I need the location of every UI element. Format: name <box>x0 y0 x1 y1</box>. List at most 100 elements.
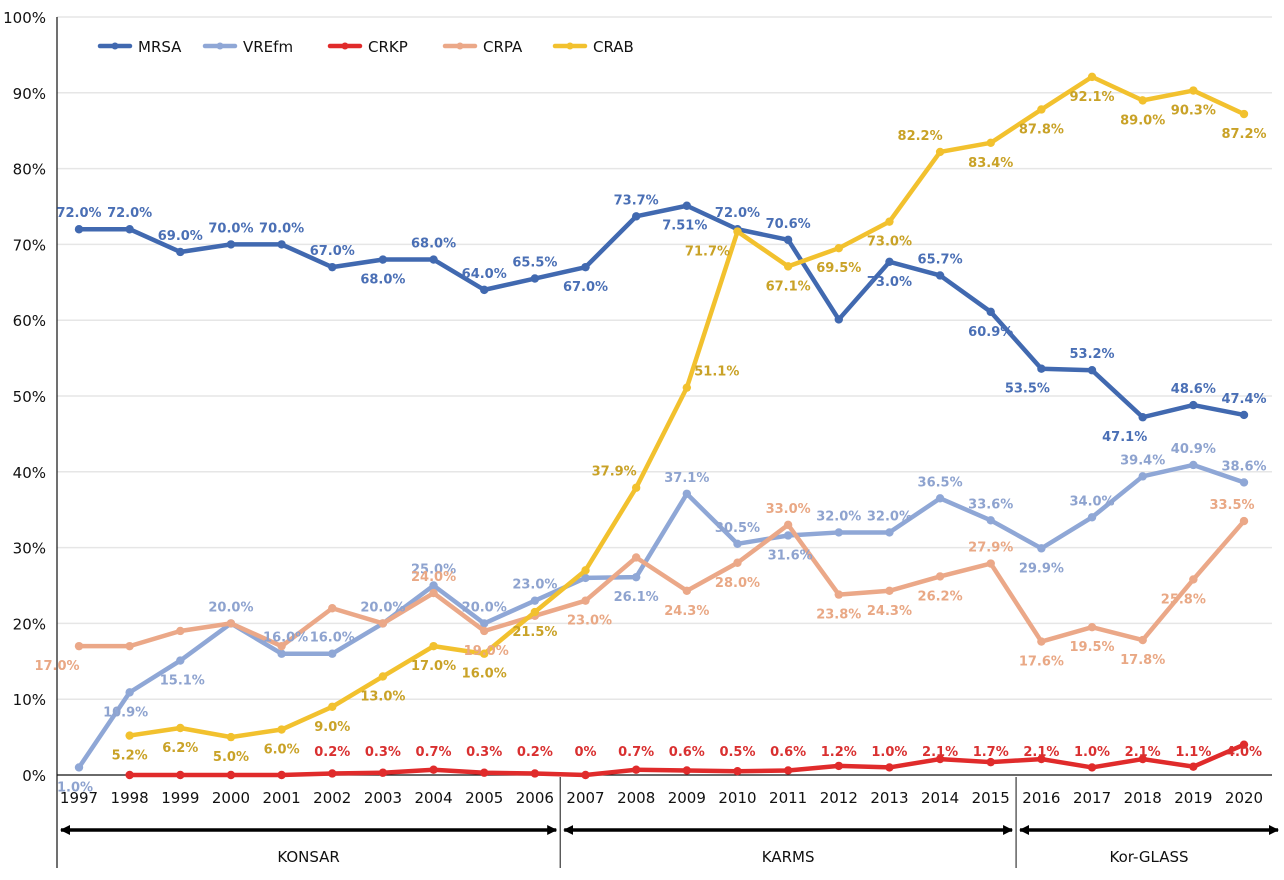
data-label: 10.9% <box>103 705 148 720</box>
vrefm-point <box>1239 478 1249 487</box>
x-tick-label: 2014 <box>921 789 959 807</box>
surveillance-periods: KONSAR KARMS Kor-GLASS <box>60 777 1279 868</box>
data-label: 4.0% <box>1226 745 1262 760</box>
data-label: 24.3% <box>867 604 912 619</box>
data-label: 24.0% <box>411 570 456 585</box>
crpa-point <box>176 626 185 636</box>
period-label: Kor-GLASS <box>1109 848 1188 866</box>
crpa-point <box>682 586 692 596</box>
crkp-point <box>378 768 388 777</box>
series-crkp <box>125 740 1249 780</box>
crkp-point <box>1189 762 1198 771</box>
data-label: 40.9% <box>1171 442 1216 457</box>
data-label: 82.2% <box>898 129 943 144</box>
crab-point <box>1037 105 1046 114</box>
data-label: 16.0% <box>462 667 507 682</box>
data-label: 7.51% <box>662 219 707 234</box>
data-label: 38.6% <box>1221 459 1266 474</box>
legend-marker <box>216 42 224 50</box>
data-label: 65.5% <box>512 256 557 271</box>
mrsa-point <box>530 274 540 283</box>
data-label: 23.0% <box>512 578 557 593</box>
data-label: 53.2% <box>1069 347 1114 362</box>
crkp-point <box>176 770 185 780</box>
crkp-point <box>834 761 843 771</box>
data-label: 48.6% <box>1171 382 1216 397</box>
data-label: 0.3% <box>365 745 401 760</box>
vrefm-point <box>935 494 945 503</box>
legend-label: CRPA <box>483 38 523 56</box>
crpa-line <box>76 518 1247 649</box>
data-label: 5.2% <box>112 749 148 764</box>
crpa-point <box>1087 622 1097 632</box>
data-label: 17.8% <box>1120 653 1165 668</box>
data-label: 37.9% <box>592 465 637 480</box>
data-label: 65.7% <box>918 252 963 267</box>
x-tick-label: 2001 <box>263 789 301 807</box>
mrsa-point <box>935 271 945 280</box>
data-label: 0.7% <box>416 745 452 760</box>
data-label: 33.6% <box>968 497 1013 512</box>
data-label: 20.0% <box>208 600 253 615</box>
data-label: 23.0% <box>567 614 612 629</box>
data-label: 72.0% <box>107 206 152 221</box>
crab-point <box>935 147 945 157</box>
data-label: 1.2% <box>821 745 857 760</box>
crab-point <box>1239 109 1249 119</box>
vrefm-point <box>581 573 590 583</box>
data-label: 17.6% <box>1019 655 1064 670</box>
crkp-point <box>1087 763 1097 772</box>
data-label: 26.1% <box>614 590 659 605</box>
crab-point <box>631 483 641 492</box>
x-tick-label: 2006 <box>516 789 554 807</box>
crkp-point <box>631 765 641 774</box>
mrsa-point <box>1037 364 1046 373</box>
data-label: 39.4% <box>1120 453 1165 468</box>
y-tick-label: 90% <box>13 85 46 103</box>
data-label: 32.0% <box>867 509 912 524</box>
data-label: 2.1% <box>1125 745 1161 760</box>
vrefm-point <box>328 649 337 658</box>
crab-point <box>1138 96 1147 105</box>
vrefm-point <box>733 539 742 549</box>
vrefm-point <box>834 528 843 537</box>
data-label: 20.0% <box>462 600 507 615</box>
vrefm-point <box>1138 472 1147 481</box>
crab-point <box>986 138 995 148</box>
x-axis: 1997 1998 1999 2000 2001 2002 2003 2004 2005 2006… <box>57 774 1272 807</box>
data-label: 0.5% <box>719 745 755 760</box>
data-label: 69.5% <box>816 261 861 276</box>
labels-vrefm: 1.0%10.9%15.1%20.0%16.0% 16.0%20.0%25.0%2… <box>57 442 1267 795</box>
crab-point <box>125 731 134 740</box>
crkp-point <box>885 763 894 772</box>
crpa-point <box>581 596 590 605</box>
data-label: 68.0% <box>411 237 456 252</box>
data-label: 33.0% <box>766 502 811 517</box>
crab-point <box>682 383 692 392</box>
legend-item-vrefm: VREfm <box>202 38 293 56</box>
data-label: 13.0% <box>360 689 405 704</box>
x-tick-label: 2003 <box>364 789 402 807</box>
legend-item-crpa: CRPA <box>442 38 523 56</box>
data-label: 67.1% <box>766 279 811 294</box>
y-tick-label: 0% <box>22 767 46 785</box>
crab-point <box>834 243 843 253</box>
data-label: 19.0% <box>464 644 509 659</box>
labels-crab: 5.2% 6.2% 5.0% 6.0% 9.0% 13.0% 17.0% 16.0% 21.5%… <box>112 90 1267 765</box>
crab-point <box>480 649 489 658</box>
x-tick-label: 2011 <box>769 789 807 807</box>
mrsa-point <box>226 240 236 249</box>
data-label: 64.0% <box>462 267 507 282</box>
x-tick-label: 2004 <box>414 789 452 807</box>
data-label: 6.0% <box>264 743 300 758</box>
crpa-point <box>277 641 286 651</box>
data-label: 23.8% <box>816 608 861 623</box>
legend: MRSA VREfm CRKP CRPA CRAB <box>97 38 634 56</box>
data-label: 47.1% <box>1102 430 1147 445</box>
data-label: 83.4% <box>968 156 1013 171</box>
data-label: 51.1% <box>694 365 739 380</box>
data-label: 5.0% <box>213 750 249 765</box>
y-tick-label: 30% <box>13 540 46 558</box>
data-label: 31.6% <box>768 548 813 563</box>
